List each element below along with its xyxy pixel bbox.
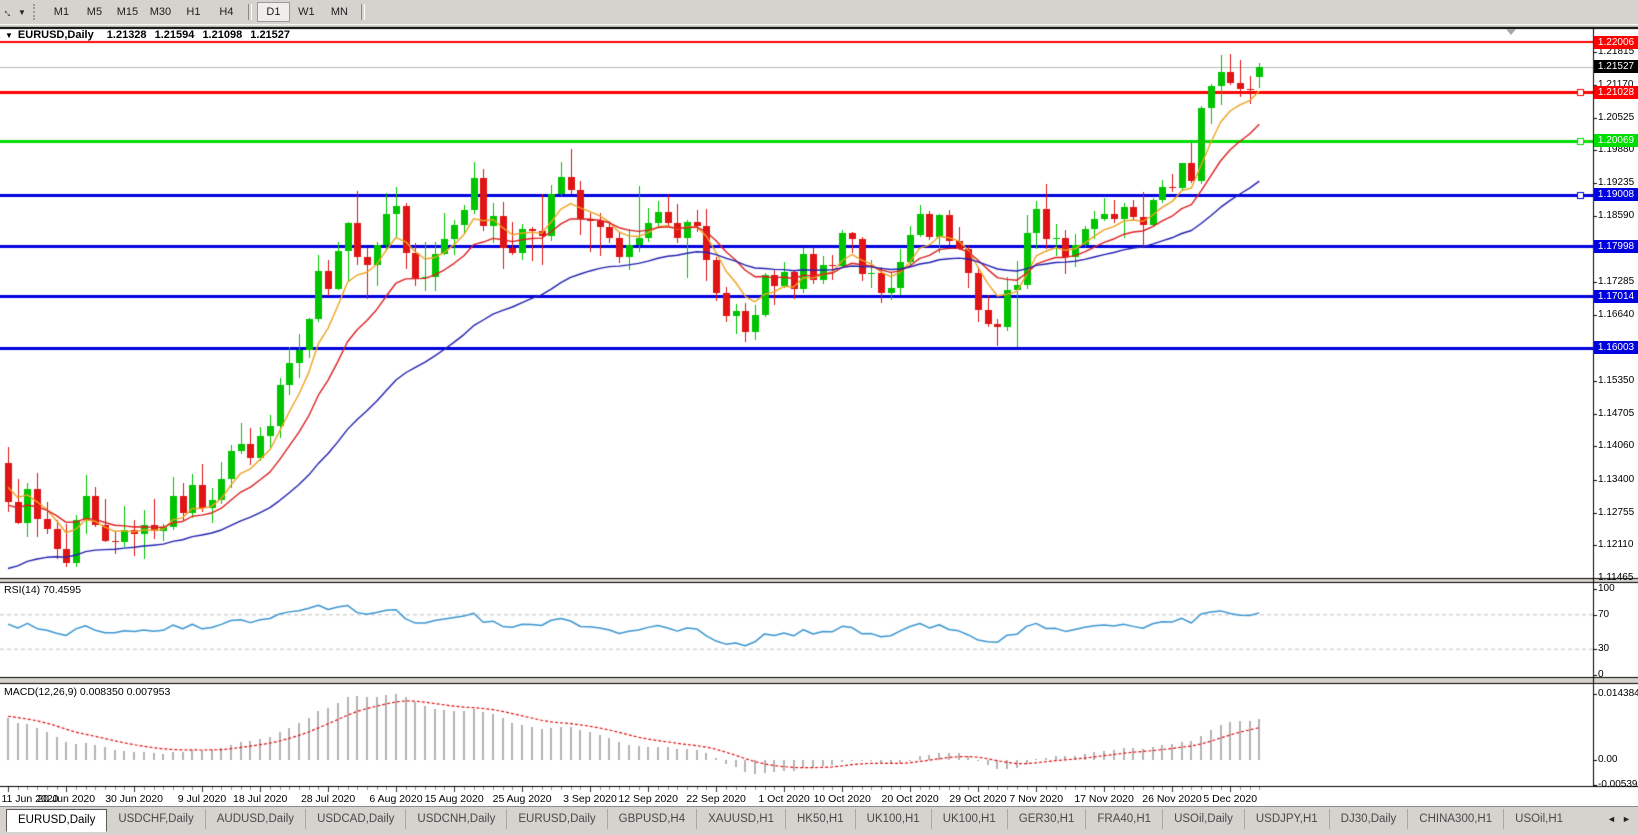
chart-tab-eurusd-daily[interactable]: EURUSD,Daily [506, 809, 606, 829]
chart-tab-usoil-daily[interactable]: USOil,Daily [1162, 809, 1244, 829]
toolbar-grip [32, 4, 39, 20]
chart-canvas[interactable] [0, 25, 1638, 806]
chart-tab-fra40-h1[interactable]: FRA40,H1 [1085, 809, 1162, 829]
timeframe-button-m30[interactable]: M30 [149, 6, 172, 18]
chart-tab-usdchf-daily[interactable]: USDCHF,Daily [118, 813, 194, 825]
chart-tab-uk100-h1[interactable]: UK100,H1 [930, 809, 1007, 829]
chart-tab-usoil-h1[interactable]: USOil,H1 [1503, 809, 1574, 829]
chart-tab-usdcnh-daily[interactable]: USDCNH,Daily [405, 809, 506, 829]
chart-area: ▼ EURUSD,Daily 1.21328 1.21594 1.21098 1.… [0, 25, 1638, 806]
chevron-down-icon[interactable]: ▼ [18, 7, 26, 17]
chart-tab-ger30-h1[interactable]: GER30,H1 [1006, 809, 1086, 829]
chart-tab-xauusd-h1[interactable]: XAUUSD,H1 [696, 809, 785, 829]
timeframe-button-m5[interactable]: M5 [86, 6, 103, 18]
chart-tab-usdcad-daily[interactable]: USDCAD,Daily [305, 809, 405, 829]
timeframe-button-m15[interactable]: M15 [116, 6, 139, 18]
timeframe-button-h4[interactable]: H4 [219, 6, 234, 18]
timeframe-button-h1[interactable]: H1 [186, 6, 201, 18]
toolbar-separator [247, 4, 252, 20]
cursor-tool-icon[interactable]: ↔ [0, 2, 19, 21]
chart-tab-gbpusd-h4[interactable]: GBPUSD,H4 [606, 809, 696, 829]
timeframe-button-d1[interactable]: D1 [256, 2, 290, 22]
chart-tab-china300-h1[interactable]: CHINA300,H1 [1407, 809, 1503, 829]
tab-scroll-arrows: ◄ ► [1604, 812, 1634, 827]
timeframe-button-mn[interactable]: MN [330, 6, 348, 18]
timeframe-button-m1[interactable]: M1 [53, 6, 70, 18]
chart-tab-bar: EURUSD,Daily USDCHF,Daily AUDUSD,Daily USDC… [0, 806, 1638, 835]
chart-tab-dj30-daily[interactable]: DJ30,Daily [1328, 809, 1408, 829]
tab-scroll-left-icon[interactable]: ◄ [1607, 814, 1616, 824]
tab-scroll-right-icon[interactable]: ► [1622, 814, 1631, 824]
chart-tab-usdjpy-h1[interactable]: USDJPY,H1 [1243, 809, 1329, 829]
chart-tab-eurusd-daily[interactable]: EURUSD,Daily [6, 809, 108, 832]
toolbar-separator [360, 4, 365, 20]
chart-tab-audusd-daily[interactable]: AUDUSD,Daily [204, 809, 305, 829]
chart-tab-uk100-h1[interactable]: UK100,H1 [854, 809, 931, 829]
timeframe-button-w1[interactable]: W1 [298, 6, 315, 18]
chart-tab-hk50-h1[interactable]: HK50,H1 [784, 809, 855, 829]
toolbar: ↔ ▼ M1 M5 M15 M30 H1 H4 D1 W1 MN [0, 0, 1638, 25]
